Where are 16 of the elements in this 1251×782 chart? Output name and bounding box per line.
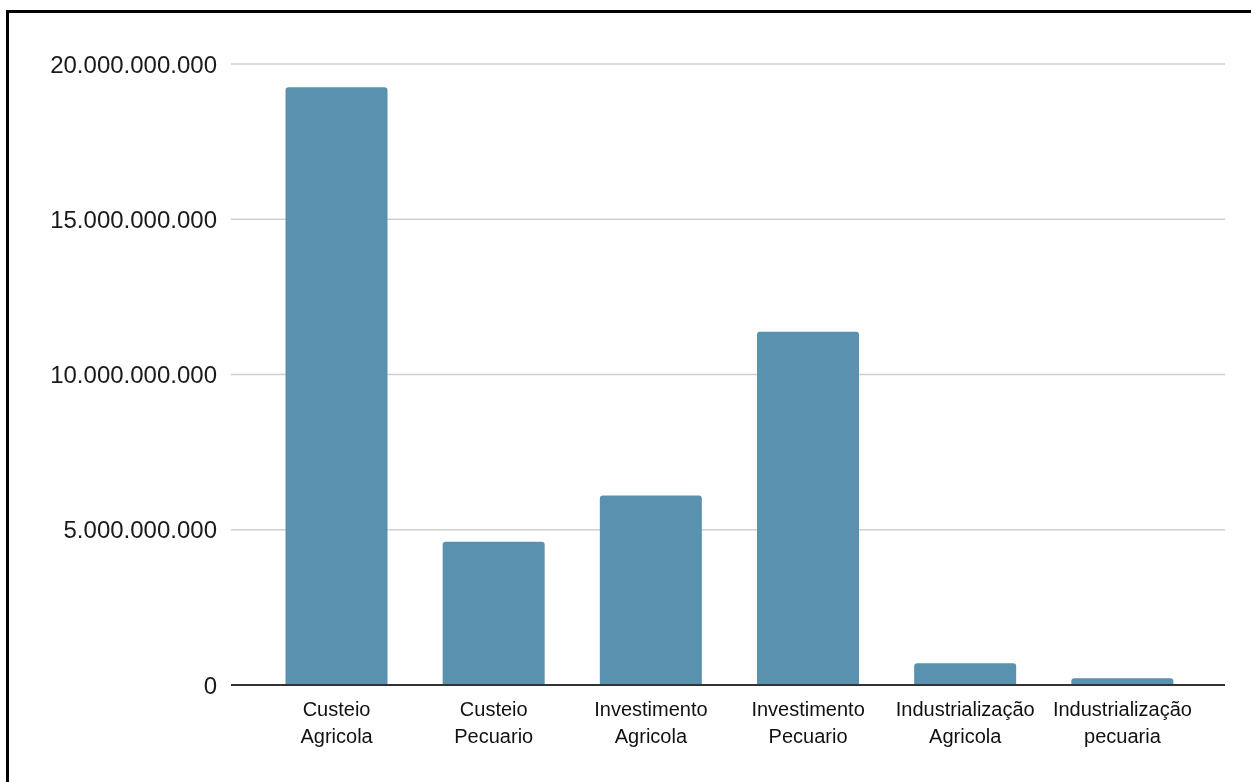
- x-tick-label: Industrialização Agricola: [895, 698, 1035, 747]
- bar: [599, 495, 702, 685]
- x-tick-label: Custeio Pecuario: [454, 698, 534, 747]
- y-tick-label: 5.000.000.000: [63, 516, 217, 544]
- x-tick-label: Investimento Agricola: [594, 698, 708, 747]
- y-tick-label: 15.000.000.000: [50, 205, 217, 233]
- x-tick-label: Investimento Pecuario: [751, 698, 865, 747]
- x-tick-label: Custeio Agricola: [300, 698, 374, 747]
- bar: [285, 87, 388, 685]
- y-tick-label: 10.000.000.000: [50, 361, 217, 389]
- y-tick-label: 0: [203, 671, 217, 699]
- bar: [757, 331, 859, 685]
- y-tick-label: 20.000.000.000: [50, 50, 217, 78]
- x-tick-label: Industrialização pecuaria: [1052, 698, 1192, 747]
- bar: [442, 541, 545, 685]
- bar: [914, 663, 1017, 685]
